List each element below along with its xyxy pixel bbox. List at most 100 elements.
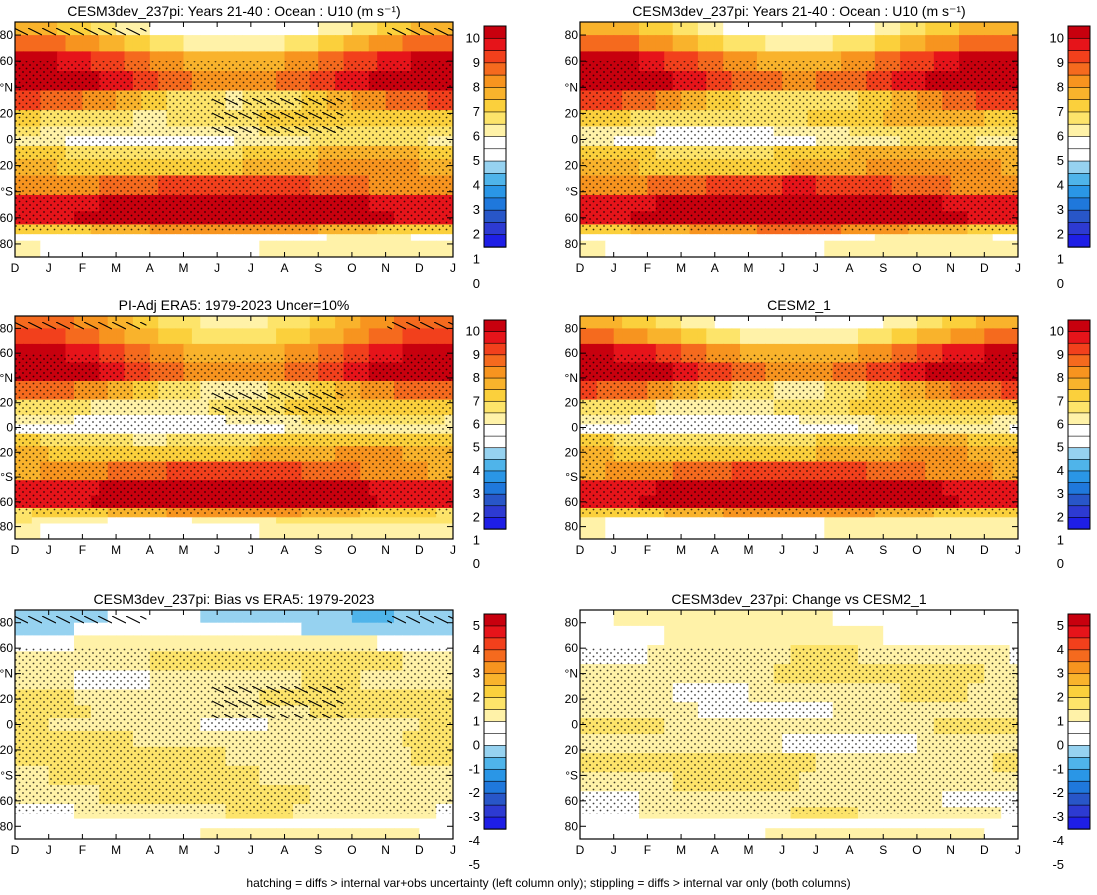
cell — [975, 625, 985, 646]
x-tick-label: M — [743, 543, 753, 557]
cell — [647, 517, 657, 525]
cell — [166, 22, 176, 36]
cell — [444, 240, 453, 257]
cell — [259, 240, 269, 257]
cell — [824, 517, 834, 525]
cell — [259, 635, 269, 652]
cell — [740, 35, 749, 52]
cell — [335, 622, 345, 636]
cell — [368, 22, 378, 36]
cell — [74, 523, 83, 539]
colorbar-frame — [483, 613, 507, 830]
cell — [82, 622, 92, 636]
cell — [343, 35, 353, 52]
colorbar-swatch — [483, 74, 507, 89]
cell — [99, 517, 109, 525]
cell — [318, 328, 328, 345]
cell — [933, 35, 943, 52]
cell — [74, 828, 83, 839]
cell — [773, 316, 783, 329]
cell — [57, 828, 67, 839]
cell — [158, 234, 168, 242]
colorbar-swatch — [483, 435, 507, 449]
cell — [765, 328, 775, 345]
cell — [200, 240, 210, 257]
cell — [335, 234, 345, 242]
cell — [208, 240, 218, 257]
cell — [900, 316, 910, 329]
cell — [858, 22, 867, 36]
cell — [967, 316, 977, 329]
cell — [410, 35, 420, 52]
cell — [276, 523, 286, 539]
cell — [234, 828, 243, 839]
cell — [217, 828, 227, 839]
cell — [166, 635, 176, 652]
x-tick-label: S — [314, 543, 322, 557]
cell — [883, 523, 893, 539]
cell — [217, 234, 227, 242]
cell — [99, 622, 109, 636]
cell — [689, 35, 699, 52]
y-tick-label: 60 — [0, 211, 13, 225]
cell — [942, 610, 952, 627]
cell — [402, 828, 412, 839]
cell — [782, 328, 792, 345]
y-tick-label: 60 — [565, 211, 579, 225]
cell — [580, 517, 589, 525]
colorbar-swatch — [483, 389, 507, 402]
colorbar-swatch — [1067, 37, 1091, 52]
cell — [309, 622, 319, 636]
cell — [1009, 517, 1018, 525]
cell — [377, 622, 387, 636]
cell — [402, 622, 412, 636]
cell — [900, 523, 910, 539]
cell — [402, 240, 412, 257]
cell — [351, 610, 361, 624]
cell — [832, 35, 842, 52]
cell — [984, 328, 994, 345]
colorbar-swatch — [1067, 209, 1091, 224]
cell — [756, 625, 766, 646]
y-tick-label: 60 — [565, 54, 579, 68]
cell — [284, 610, 294, 624]
hatching — [387, 22, 453, 42]
cell — [588, 240, 598, 257]
cell — [992, 625, 1002, 646]
cell — [874, 328, 884, 345]
cell — [360, 316, 370, 329]
cell — [132, 328, 142, 345]
cell — [234, 22, 243, 36]
cell — [883, 328, 893, 345]
y-tick-label: °N — [0, 80, 13, 94]
cell — [790, 316, 800, 329]
cell — [351, 635, 361, 652]
cell — [351, 517, 361, 525]
cell — [326, 523, 336, 539]
colorbar-swatch — [1067, 185, 1091, 199]
cell — [1001, 517, 1011, 525]
cell — [116, 828, 126, 839]
cell — [444, 635, 453, 652]
cell — [782, 523, 792, 539]
cell — [773, 625, 783, 646]
cell — [824, 523, 834, 539]
cell — [436, 523, 446, 539]
cell — [242, 635, 252, 652]
cell — [655, 35, 665, 52]
colorbar-swatch — [483, 173, 507, 187]
cell — [639, 610, 648, 627]
cell — [942, 328, 952, 345]
cell — [588, 328, 598, 345]
x-tick-label: D — [415, 843, 424, 857]
cell — [891, 328, 901, 345]
cell — [740, 328, 749, 345]
colorbar-swatch — [483, 625, 507, 639]
cell — [731, 523, 741, 539]
cell — [731, 240, 741, 257]
cell — [900, 610, 910, 627]
cell — [351, 22, 361, 36]
cell — [782, 234, 792, 242]
cell — [942, 22, 952, 36]
